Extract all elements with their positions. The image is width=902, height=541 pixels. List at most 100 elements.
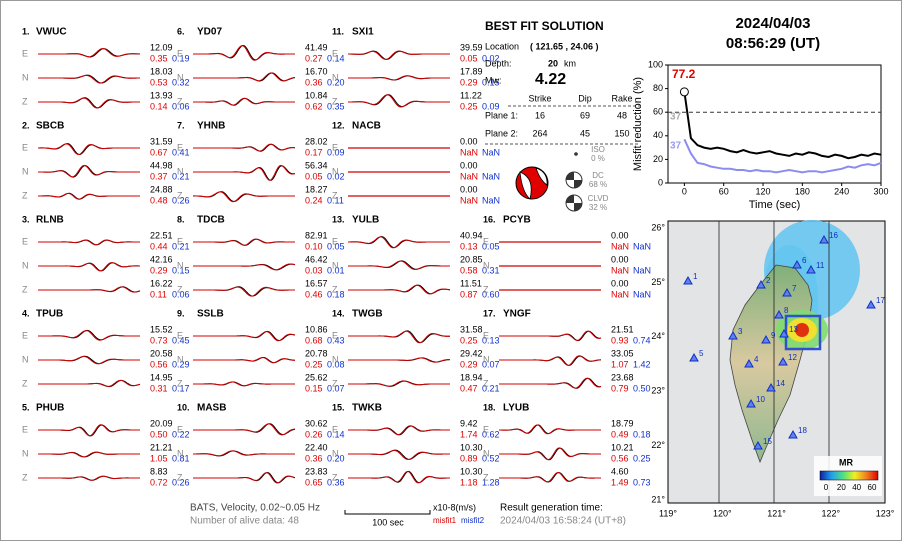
misfit1: NaN <box>611 241 629 251</box>
unit: x10-8(m/s) <box>433 502 476 512</box>
station-name: VWUC <box>36 27 67 38</box>
misfit2: NaN <box>482 171 500 181</box>
waveform-synthetic <box>499 447 601 461</box>
amplitude: 0.00 <box>611 230 629 240</box>
waveform-synthetic <box>348 425 450 436</box>
station-number: 7. <box>177 120 185 130</box>
amplitude: 23.83 <box>305 466 328 476</box>
misfit2: 0.35 <box>327 101 345 111</box>
component-label: Z <box>483 284 489 294</box>
waveform-synthetic <box>38 262 140 272</box>
misfit2: NaN <box>482 195 500 205</box>
amplitude: 31.58 <box>460 324 483 334</box>
component-label: Z <box>177 96 183 106</box>
component-label: E <box>332 48 338 58</box>
misfit1: 0.05 <box>305 171 323 181</box>
misfit2: 0.06 <box>172 289 190 299</box>
amplitude: 10.21 <box>611 442 634 452</box>
component-label: N <box>22 354 29 364</box>
station-label: 6 <box>802 256 807 265</box>
lat-label: 25° <box>651 277 665 287</box>
misfit1: 0.93 <box>611 335 629 345</box>
amplitude: 40.94 <box>460 230 483 240</box>
amplitude: 25.62 <box>305 372 328 382</box>
component-label: Z <box>332 190 338 200</box>
station-label: 10 <box>756 395 765 404</box>
amplitude: 20.09 <box>150 418 173 428</box>
station-number: 18. <box>483 402 496 412</box>
station-label: 14 <box>776 379 785 388</box>
annotation: 37 <box>670 112 682 123</box>
misfit1: 0.05 <box>460 53 478 63</box>
misfit2: 0.08 <box>327 359 345 369</box>
waveform-synthetic <box>193 331 296 342</box>
component-label: E <box>483 236 489 246</box>
time: 08:56:29 (UT) <box>726 35 820 52</box>
station-marker <box>866 299 876 309</box>
component-label: Z <box>177 190 183 200</box>
station-number: 2. <box>22 120 30 130</box>
mw-label: Mw: <box>485 75 502 85</box>
waveform-synthetic <box>38 475 140 481</box>
amplitude: 10.84 <box>305 90 328 100</box>
component-percent: 32 % <box>589 203 607 212</box>
amplitude: 10.86 <box>305 324 328 334</box>
lon-label: 122° <box>821 508 840 518</box>
misfit1: 0.14 <box>150 101 168 111</box>
misfit2: 0.09 <box>327 147 345 157</box>
component-label: E <box>22 424 28 434</box>
misfit2: 0.18 <box>633 429 651 439</box>
legend-misfit1: misfit1 <box>433 516 457 525</box>
component-label: E <box>22 48 28 58</box>
component-label: Z <box>483 472 489 482</box>
misfit2: 0.02 <box>327 171 345 181</box>
misfit1: 0.72 <box>150 477 168 487</box>
amplitude: 20.85 <box>460 254 483 264</box>
misfit2: 0.20 <box>327 453 345 463</box>
waveform-synthetic <box>193 97 295 106</box>
amplitude: 18.27 <box>305 184 328 194</box>
misfit1: 1.18 <box>460 477 478 487</box>
misfit1: 0.48 <box>150 195 168 205</box>
misfit1: 0.36 <box>305 77 323 87</box>
colorbar-tick: 60 <box>868 483 877 492</box>
station-marker <box>744 358 754 368</box>
misfit2: 0.32 <box>172 77 190 87</box>
amplitude: 8.83 <box>150 466 168 476</box>
misfit1: 0.46 <box>305 289 323 299</box>
column-header: Strike <box>528 93 551 103</box>
waveform-synthetic <box>38 379 141 387</box>
misfit1: 0.27 <box>305 53 323 63</box>
component-label: E <box>177 142 183 152</box>
amplitude: 0.00 <box>460 184 478 194</box>
amplitude: 31.59 <box>150 136 173 146</box>
station-name: SXI1 <box>352 27 374 38</box>
amplitude: 46.42 <box>305 254 328 264</box>
amplitude: 15.52 <box>150 324 173 334</box>
station-name: NACB <box>352 121 381 132</box>
misfit1: 0.29 <box>460 77 478 87</box>
waveform-synthetic <box>348 50 450 60</box>
amplitude: 22.40 <box>305 442 328 452</box>
amplitude: 24.88 <box>150 184 173 194</box>
amplitude: 11.51 <box>460 278 482 288</box>
misfit1: NaN <box>460 171 478 181</box>
y-tick-label: 80 <box>653 83 663 93</box>
amplitude: 20.78 <box>305 348 328 358</box>
component-label: DC <box>592 171 604 180</box>
misfit1: 0.36 <box>305 453 323 463</box>
component-label: N <box>22 72 29 82</box>
lat-label: 22° <box>651 440 665 450</box>
component-label: E <box>332 424 338 434</box>
component-percent: 68 % <box>589 180 607 189</box>
misfit1: 1.07 <box>611 359 629 369</box>
misfit2: NaN <box>633 289 651 299</box>
component-label: E <box>332 142 338 152</box>
plane-value: 264 <box>532 128 547 138</box>
misfit2: 0.14 <box>327 53 345 63</box>
plane-value: 45 <box>580 128 590 138</box>
misfit2: 0.11 <box>327 195 344 205</box>
station-label: 2 <box>766 276 771 285</box>
mw: 4.22 <box>535 71 566 88</box>
